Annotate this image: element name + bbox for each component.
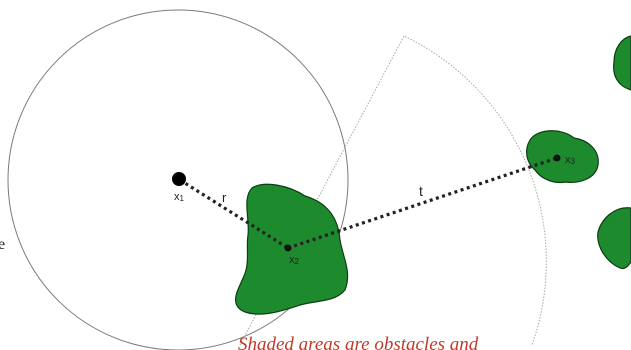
point-x3 — [554, 155, 561, 162]
segment-t — [288, 158, 557, 248]
obstacle-right-top — [614, 36, 631, 90]
obstacle-x3 — [527, 131, 599, 183]
obstacle-right-mid — [598, 208, 631, 269]
label-r: r — [222, 190, 227, 205]
label-t: t — [419, 183, 423, 199]
point-x2 — [285, 245, 292, 252]
caption-text: Shaded areas are obstacles and — [238, 334, 478, 350]
edge-letter: e — [0, 236, 5, 254]
obstacle-x2 — [236, 184, 348, 314]
point-x1 — [172, 172, 186, 186]
label-x1: x1 — [174, 191, 185, 203]
